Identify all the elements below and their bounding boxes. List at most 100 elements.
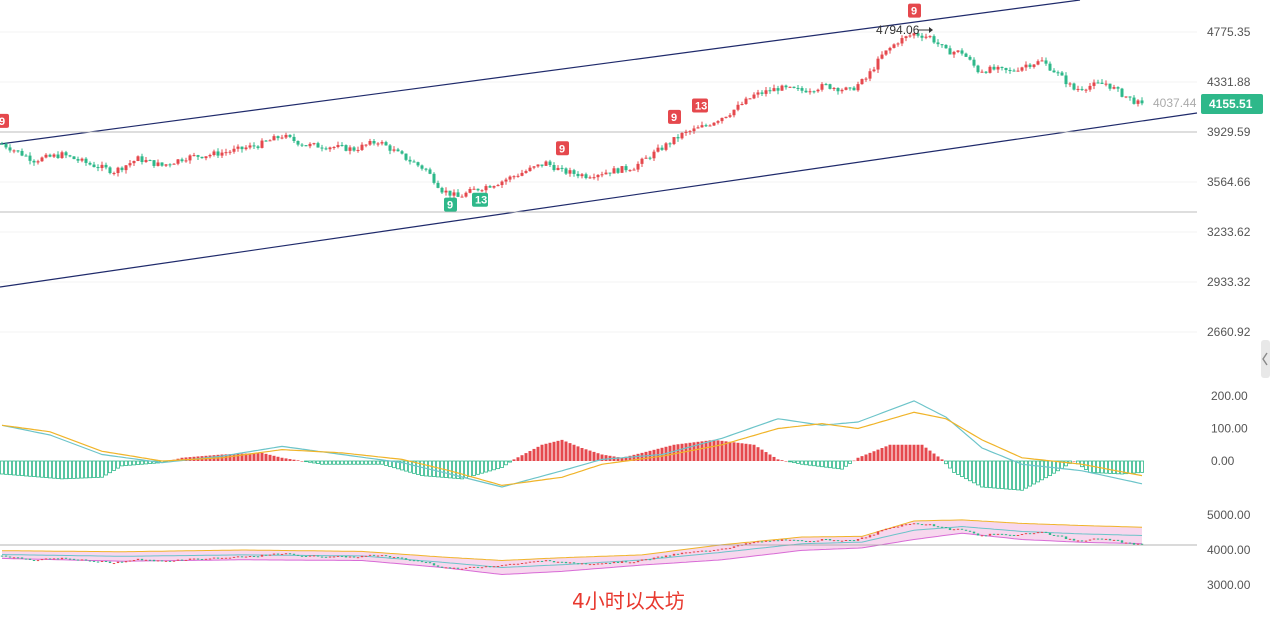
mini-candle bbox=[260, 554, 264, 557]
candle-body bbox=[344, 145, 348, 151]
macd-bar bbox=[264, 453, 268, 461]
candle bbox=[584, 172, 588, 180]
mini-candle bbox=[496, 565, 500, 567]
mini-candle bbox=[88, 560, 92, 562]
mini-candle bbox=[396, 557, 400, 559]
candle bbox=[40, 156, 44, 162]
candle-body bbox=[176, 159, 180, 164]
candle-body bbox=[676, 137, 680, 139]
candle-body bbox=[912, 33, 916, 36]
mini-candle bbox=[940, 526, 944, 528]
candle-body bbox=[1080, 88, 1084, 90]
candle-body bbox=[844, 87, 848, 90]
mini-candle bbox=[1084, 540, 1088, 542]
mini-candle bbox=[380, 555, 384, 557]
mini-candle bbox=[816, 540, 820, 542]
mini-candle bbox=[104, 561, 108, 563]
candle bbox=[312, 142, 316, 146]
macd-bar bbox=[416, 460, 420, 475]
mini-candle bbox=[724, 548, 728, 550]
macd-bar bbox=[616, 457, 620, 461]
mini-candle bbox=[868, 535, 872, 538]
mini-candle bbox=[276, 553, 280, 555]
mini-candle bbox=[688, 552, 692, 554]
macd-bar bbox=[736, 442, 740, 461]
macd-bar bbox=[436, 460, 440, 478]
candle bbox=[588, 175, 592, 179]
macd-bar bbox=[812, 460, 816, 467]
candle bbox=[20, 148, 24, 157]
candle-body bbox=[584, 174, 588, 179]
macd-bar bbox=[960, 460, 964, 477]
macd-bar bbox=[700, 441, 704, 461]
macd-bar bbox=[540, 444, 544, 461]
macd-bar bbox=[620, 457, 624, 461]
scroll-handle[interactable] bbox=[1261, 340, 1270, 378]
candle-body bbox=[236, 146, 240, 149]
candle bbox=[548, 159, 552, 167]
candle bbox=[656, 144, 660, 153]
candle-body bbox=[884, 50, 888, 55]
macd-bar bbox=[1128, 460, 1132, 474]
macd-bar bbox=[1000, 460, 1004, 490]
candle-body bbox=[540, 164, 544, 166]
candle bbox=[720, 117, 724, 124]
price-tick-label: 4331.88 bbox=[1207, 75, 1251, 89]
macd-bar bbox=[1116, 460, 1120, 475]
candle-body bbox=[320, 147, 324, 149]
candle bbox=[652, 149, 656, 162]
candle-body bbox=[868, 71, 872, 79]
candle-body bbox=[920, 35, 924, 38]
candle bbox=[740, 101, 744, 106]
candle-body bbox=[72, 156, 76, 160]
macd-bar bbox=[128, 460, 132, 466]
mini-candle bbox=[344, 555, 348, 558]
candle bbox=[912, 32, 916, 39]
candle bbox=[104, 162, 108, 170]
candle-body bbox=[452, 192, 456, 196]
mini-candle bbox=[664, 555, 668, 558]
macd-bar bbox=[1120, 460, 1124, 475]
candle bbox=[796, 85, 800, 91]
lower-tick-label: 3000.00 bbox=[1207, 578, 1251, 592]
chevron-left-icon[interactable] bbox=[1262, 352, 1268, 366]
candle-body bbox=[128, 163, 132, 166]
macd-bar bbox=[860, 456, 864, 461]
candle-body bbox=[592, 177, 596, 179]
candle-body bbox=[496, 185, 500, 187]
candle bbox=[844, 86, 848, 91]
candle bbox=[124, 165, 128, 174]
macd-bar bbox=[372, 460, 376, 465]
candle bbox=[36, 159, 40, 165]
mini-candle bbox=[208, 558, 212, 560]
candle bbox=[224, 148, 228, 156]
candle-body bbox=[984, 71, 988, 73]
candle-body bbox=[360, 144, 364, 150]
macd-bar bbox=[108, 460, 112, 474]
macd-bar bbox=[272, 455, 276, 461]
candle bbox=[192, 152, 196, 157]
mini-candle bbox=[884, 528, 888, 531]
macd-bar bbox=[892, 444, 896, 461]
mini-candle bbox=[300, 555, 304, 557]
mini-candle bbox=[328, 556, 332, 558]
td-marker-sell: 9 bbox=[556, 141, 569, 156]
candle bbox=[264, 139, 268, 142]
candle bbox=[320, 144, 324, 152]
macd-bar bbox=[468, 460, 472, 478]
mini-candle bbox=[836, 540, 840, 542]
candle-body bbox=[692, 128, 696, 132]
candle-body bbox=[772, 88, 776, 92]
mini-candle bbox=[304, 555, 308, 557]
candle-body bbox=[44, 154, 48, 158]
mini-candle bbox=[436, 565, 440, 567]
mini-candle bbox=[832, 540, 836, 542]
mini-candle bbox=[540, 560, 544, 562]
candle bbox=[684, 129, 688, 136]
candle-body bbox=[740, 103, 744, 105]
macd-bar bbox=[120, 460, 124, 467]
candle-body bbox=[556, 167, 560, 171]
candle bbox=[1108, 83, 1112, 91]
candle-body bbox=[460, 196, 464, 198]
